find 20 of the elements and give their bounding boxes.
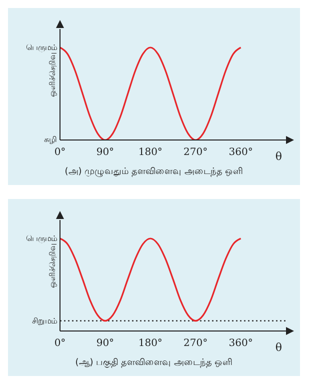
x-tick-label: 180° — [138, 147, 162, 158]
text: (ஆ) பகுதி தளவிளைவு அடைந்த ஒளி — [74, 357, 234, 368]
ref-line-label: சிறுமம் — [32, 316, 57, 327]
x-tick-label: 90° — [96, 147, 114, 158]
text: (அ) முழுவதும் தளவிளைவு அடைந்த ஒளி — [64, 166, 244, 177]
x-tick-label: 0° — [54, 338, 66, 350]
text: சுழி — [44, 134, 57, 146]
text: பெருமம் — [26, 232, 57, 244]
x-tick-label: 270° — [184, 147, 208, 158]
x-tick-label: 180° — [138, 338, 162, 350]
x-tick-label: 360° — [228, 147, 253, 158]
x-tick-label: 0° — [54, 147, 66, 158]
x-tick-label: 90° — [96, 338, 114, 350]
x-axis-title: θ — [275, 341, 282, 354]
x-tick-label: 360° — [228, 338, 253, 350]
y-axis-title: ஒளிச்செறிவு — [48, 52, 57, 97]
text: பெருமம் — [26, 42, 57, 53]
x-axis-title: θ — [275, 150, 282, 163]
x-tick-label: 270° — [184, 338, 208, 350]
y-axis-title: ஒளிச்செறிவு — [48, 243, 57, 288]
